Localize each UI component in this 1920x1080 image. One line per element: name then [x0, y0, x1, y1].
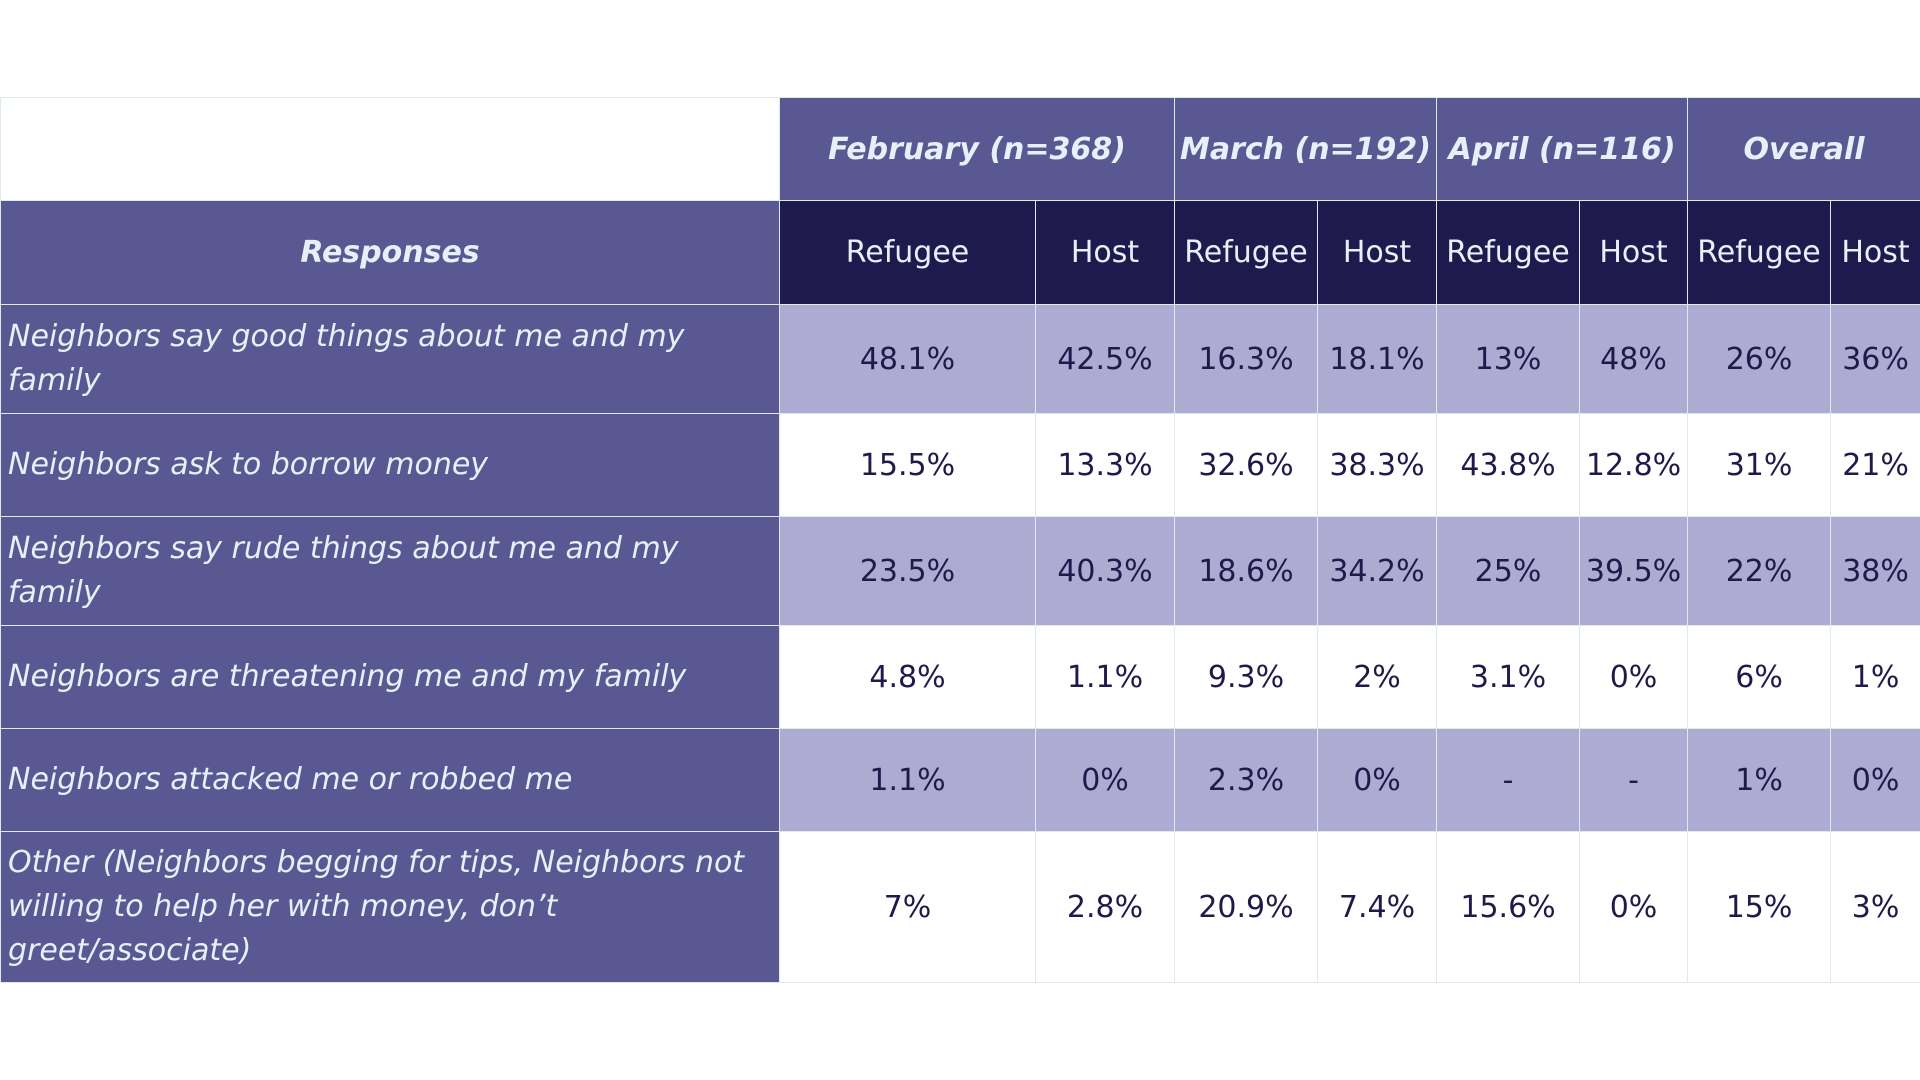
sub-header-overall-refugee: Refugee — [1687, 200, 1832, 305]
table-cell: 0% — [1316, 728, 1438, 832]
table-cell: 7.4% — [1316, 831, 1438, 983]
row-label: Neighbors are threatening me and my fami… — [0, 625, 780, 729]
table-row: Neighbors attacked me or robbed me 1.1% … — [0, 728, 1920, 832]
responses-table-container: February (n=368) March (n=192) April (n=… — [0, 97, 1920, 983]
table-cell: 38.3% — [1316, 413, 1438, 517]
table-cell: 48% — [1579, 304, 1689, 414]
table-cell: 0% — [1830, 728, 1920, 832]
table-cell: 18.6% — [1174, 516, 1318, 626]
table-cell: 15% — [1687, 831, 1832, 983]
group-header-february: February (n=368) — [779, 97, 1175, 201]
table-cell: - — [1436, 728, 1581, 832]
table-cell: 3% — [1830, 831, 1920, 983]
table-cell: 1.1% — [1035, 625, 1175, 729]
sub-header-overall-host: Host — [1830, 200, 1920, 305]
group-header-march: March (n=192) — [1173, 97, 1438, 201]
table-row: Neighbors ask to borrow money 15.5% 13.3… — [0, 413, 1920, 517]
table-row: Neighbors are threatening me and my fami… — [0, 625, 1920, 729]
table-cell: 20.9% — [1174, 831, 1318, 983]
table-cell: 4.8% — [779, 625, 1036, 729]
table-cell: 2.3% — [1174, 728, 1318, 832]
table-cell: 13.3% — [1035, 413, 1175, 517]
corner-cell — [0, 97, 780, 201]
table-cell: 38% — [1830, 516, 1920, 626]
table-row: Neighbors say good things about me and m… — [0, 304, 1920, 414]
table-cell: 0% — [1579, 625, 1689, 729]
table-cell: 7% — [779, 831, 1036, 983]
sub-header-february-refugee: Refugee — [779, 200, 1036, 305]
table-cell: 15.6% — [1436, 831, 1581, 983]
table-cell: 1.1% — [779, 728, 1036, 832]
table-row: Other (Neighbors begging for tips, Neigh… — [0, 831, 1920, 983]
table-cell: 3.1% — [1436, 625, 1581, 729]
sub-header-row: Responses Refugee Host Refugee Host Refu… — [0, 200, 1920, 305]
group-header-april: April (n=116) — [1436, 97, 1689, 201]
sub-header-march-refugee: Refugee — [1174, 200, 1318, 305]
table-cell: 25% — [1436, 516, 1581, 626]
table-cell: 21% — [1830, 413, 1920, 517]
table-cell: 16.3% — [1174, 304, 1318, 414]
table-cell: 39.5% — [1579, 516, 1689, 626]
table-cell: 1% — [1687, 728, 1832, 832]
row-label: Other (Neighbors begging for tips, Neigh… — [0, 831, 780, 983]
responses-table: February (n=368) March (n=192) April (n=… — [0, 97, 1920, 983]
sub-header-february-host: Host — [1035, 200, 1175, 305]
table-cell: 12.8% — [1579, 413, 1689, 517]
table-cell: 43.8% — [1436, 413, 1581, 517]
table-cell: 26% — [1687, 304, 1832, 414]
table-cell: 31% — [1687, 413, 1832, 517]
table-cell: 13% — [1436, 304, 1581, 414]
table-cell: 34.2% — [1316, 516, 1438, 626]
group-header-overall: Overall — [1687, 97, 1920, 201]
table-cell: 18.1% — [1316, 304, 1438, 414]
table-cell: 48.1% — [779, 304, 1036, 414]
table-cell: 40.3% — [1035, 516, 1175, 626]
row-label: Neighbors attacked me or robbed me — [0, 728, 780, 832]
sub-header-april-refugee: Refugee — [1436, 200, 1581, 305]
row-label: Neighbors say rude things about me and m… — [0, 516, 780, 626]
table-cell: 22% — [1687, 516, 1832, 626]
table-cell: 2.8% — [1035, 831, 1175, 983]
table-cell: 42.5% — [1035, 304, 1175, 414]
table-cell: 6% — [1687, 625, 1832, 729]
sub-header-march-host: Host — [1316, 200, 1438, 305]
table-cell: 15.5% — [779, 413, 1036, 517]
table-cell: 23.5% — [779, 516, 1036, 626]
table-row: Neighbors say rude things about me and m… — [0, 516, 1920, 626]
group-header-row: February (n=368) March (n=192) April (n=… — [0, 97, 1920, 201]
table-cell: 9.3% — [1174, 625, 1318, 729]
table-cell: 2% — [1316, 625, 1438, 729]
responses-header: Responses — [0, 200, 780, 305]
table-cell: 1% — [1830, 625, 1920, 729]
sub-header-april-host: Host — [1579, 200, 1689, 305]
row-label: Neighbors say good things about me and m… — [0, 304, 780, 414]
row-label: Neighbors ask to borrow money — [0, 413, 780, 517]
table-cell: 0% — [1579, 831, 1689, 983]
table-cell: 32.6% — [1174, 413, 1318, 517]
table-cell: 0% — [1035, 728, 1175, 832]
table-cell: - — [1579, 728, 1689, 832]
table-cell: 36% — [1830, 304, 1920, 414]
